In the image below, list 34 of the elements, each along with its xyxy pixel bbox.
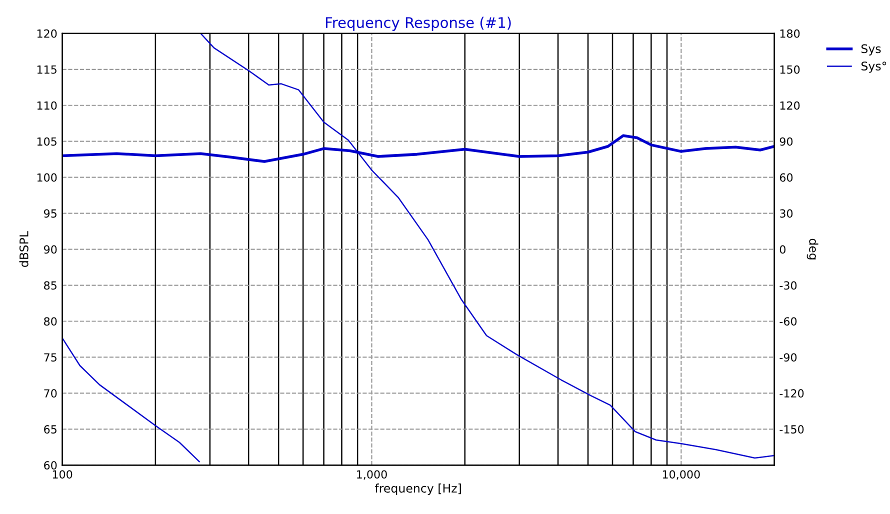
x-axis-title: frequency [Hz] [374,484,461,495]
y-tick-label: 90 [44,245,57,254]
y-tick-label: 100 [37,173,57,182]
y2-axis-title: deg [806,238,818,260]
y-tick-label: 80 [44,317,57,326]
y-tick-label: 85 [44,281,56,290]
chart-title: Frequency Response (#1) [326,16,511,31]
y2-tick-label: 0 [780,245,786,254]
y2-tick-label: 150 [780,65,800,74]
legend-label: Sys [861,44,881,56]
y2-tick-label: -90 [780,353,797,362]
y-tick-label: 105 [37,137,56,146]
y-tick-label: 75 [44,353,56,362]
y-tick-label: 110 [37,101,57,110]
y2-tick-label: 60 [780,173,793,182]
y2-tick-label: 180 [780,29,800,38]
y2-tick-label: 90 [780,137,793,146]
y-tick-label: 95 [44,209,56,218]
y2-tick-label: 30 [780,209,793,218]
y-tick-label: 115 [37,66,56,74]
y2-tick-label: -150 [780,425,804,434]
x-tick-label: 1,000 [357,470,387,480]
legend-label: Sys° [861,62,886,73]
y-tick-label: 60 [44,461,57,470]
y-tick-label: 70 [44,389,57,398]
y-tick-label: 65 [44,425,56,434]
y2-tick-label: -60 [780,317,797,326]
y-axis-title: dBSPL [19,231,28,267]
y2-tick-label: 120 [780,101,800,110]
y2-tick-label: -30 [780,281,797,290]
y2-tick-label: -120 [780,389,804,398]
y-tick-label: 120 [37,29,57,38]
x-tick-label: 100 [52,470,72,479]
x-tick-label: 10,000 [662,470,700,480]
